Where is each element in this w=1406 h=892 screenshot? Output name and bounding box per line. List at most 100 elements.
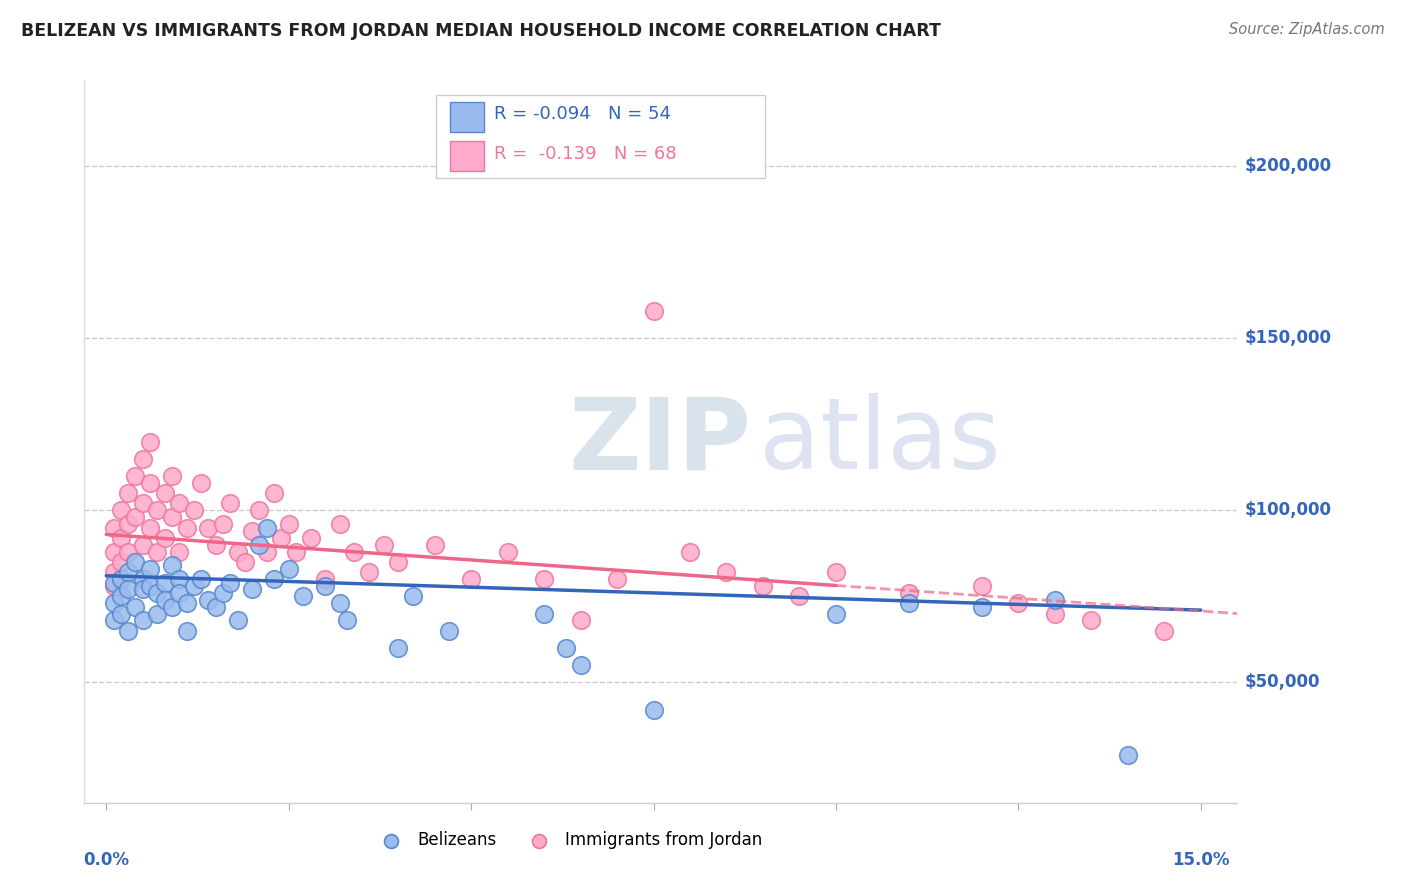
Point: [110, 572, 132, 586]
Point: [117, 517, 139, 532]
Point: [160, 469, 183, 483]
Point: [197, 520, 219, 534]
Point: [153, 592, 176, 607]
Point: [233, 555, 256, 569]
Point: [1007, 596, 1029, 610]
Point: [110, 572, 132, 586]
Point: [314, 579, 336, 593]
Point: [110, 531, 132, 545]
Point: [387, 640, 409, 655]
Point: [970, 599, 993, 614]
Point: [103, 579, 125, 593]
Point: [299, 531, 322, 545]
Point: [132, 451, 155, 466]
Point: [643, 303, 665, 318]
Point: [160, 510, 183, 524]
Point: [1116, 747, 1139, 762]
Point: [132, 538, 155, 552]
Point: [789, 590, 811, 604]
Point: [146, 503, 169, 517]
Point: [343, 544, 366, 558]
Point: [117, 566, 139, 580]
Point: [752, 579, 775, 593]
Point: [124, 510, 146, 524]
Point: [277, 562, 299, 576]
Point: [139, 434, 162, 449]
Point: [103, 575, 125, 590]
Text: $200,000: $200,000: [1244, 157, 1331, 176]
Point: [240, 524, 263, 538]
Point: [314, 572, 336, 586]
Point: [103, 520, 125, 534]
Point: [336, 614, 359, 628]
Text: 0.0%: 0.0%: [83, 851, 129, 869]
Point: [117, 582, 139, 597]
Point: [176, 596, 198, 610]
Point: [117, 624, 139, 638]
Point: [110, 555, 132, 569]
Point: [124, 469, 146, 483]
Point: [277, 517, 299, 532]
Point: [219, 575, 242, 590]
Point: [153, 575, 176, 590]
Point: [263, 486, 285, 500]
Point: [970, 579, 993, 593]
Point: [146, 586, 169, 600]
Point: [124, 555, 146, 569]
Point: [825, 607, 848, 621]
Point: [240, 582, 263, 597]
Point: [183, 579, 205, 593]
Point: [533, 607, 555, 621]
Point: [176, 520, 198, 534]
Point: [496, 544, 519, 558]
Point: [226, 614, 249, 628]
Point: [117, 486, 139, 500]
Point: [270, 531, 292, 545]
Point: [132, 614, 155, 628]
Text: Source: ZipAtlas.com: Source: ZipAtlas.com: [1229, 22, 1385, 37]
Point: [139, 475, 162, 490]
Point: [555, 640, 578, 655]
Point: [139, 562, 162, 576]
Point: [329, 596, 352, 610]
Text: 15.0%: 15.0%: [1173, 851, 1229, 869]
Point: [460, 572, 482, 586]
Point: [1153, 624, 1175, 638]
Point: [569, 614, 592, 628]
Point: [167, 544, 190, 558]
Point: [110, 607, 132, 621]
Point: [117, 544, 139, 558]
Text: ZIP: ZIP: [568, 393, 751, 490]
Text: R = -0.094   N = 54: R = -0.094 N = 54: [494, 105, 671, 123]
Point: [132, 582, 155, 597]
Point: [146, 607, 169, 621]
Bar: [450, 141, 485, 171]
Point: [132, 496, 155, 510]
Point: [103, 596, 125, 610]
Point: [146, 544, 169, 558]
Point: [226, 544, 249, 558]
Point: [256, 520, 278, 534]
Point: [190, 572, 212, 586]
Point: [897, 596, 920, 610]
Point: [825, 566, 848, 580]
Point: [643, 703, 665, 717]
Point: [167, 496, 190, 510]
Point: [197, 592, 219, 607]
Point: [402, 590, 425, 604]
Point: [110, 503, 132, 517]
Point: [437, 624, 460, 638]
Point: [103, 566, 125, 580]
Text: R =  -0.139   N = 68: R = -0.139 N = 68: [494, 145, 676, 162]
Text: $50,000: $50,000: [1244, 673, 1320, 691]
Point: [204, 599, 226, 614]
Point: [533, 572, 555, 586]
Point: [139, 579, 162, 593]
FancyBboxPatch shape: [436, 95, 765, 178]
Point: [219, 496, 242, 510]
Point: [256, 544, 278, 558]
Point: [679, 544, 702, 558]
Point: [160, 599, 183, 614]
Point: [285, 544, 308, 558]
Point: [183, 503, 205, 517]
